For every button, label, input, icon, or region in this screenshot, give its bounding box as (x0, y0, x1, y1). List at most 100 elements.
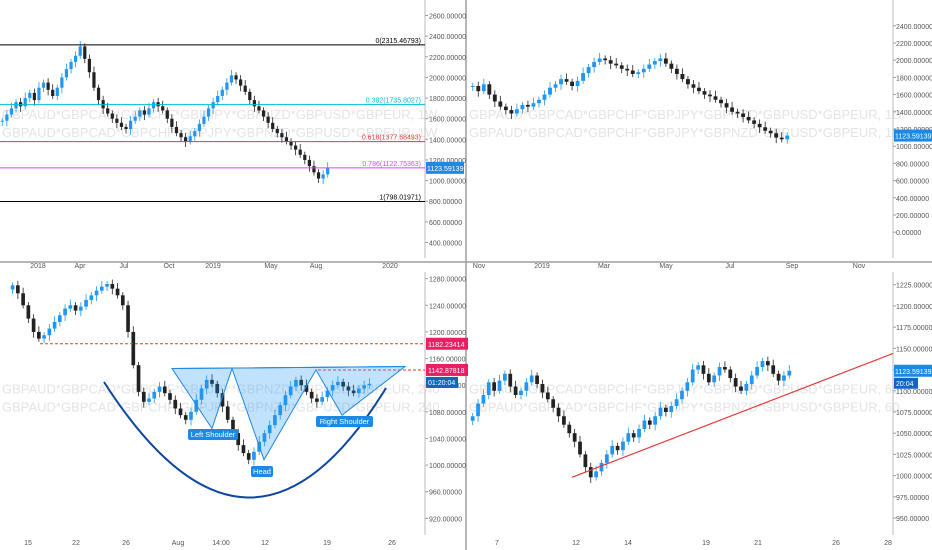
candle-body (41, 82, 46, 88)
x-tick-label: May (264, 263, 278, 270)
candle-body (52, 321, 57, 329)
symbol-watermark: GBPAUD*GBPCAD*GBPCHF*GBPJPY*GBPNZD*GBPUS… (2, 107, 438, 122)
candle-body (771, 365, 776, 374)
candle-body (744, 383, 749, 391)
candle-body (147, 108, 151, 115)
candle-body (304, 385, 309, 392)
candle-body (37, 87, 41, 101)
candle-body (197, 123, 201, 132)
y-tick-label: 2000.00000 (896, 58, 932, 65)
annotation-badge (316, 416, 373, 427)
candle-body (757, 123, 762, 128)
candle-body (23, 98, 27, 107)
candle-body (526, 104, 530, 107)
candle-body (152, 391, 157, 399)
x-tick-label: 26 (122, 540, 130, 547)
candle-body (755, 367, 759, 376)
candle-body (157, 386, 162, 392)
fib-level-label: 0(2315.46793) (375, 38, 421, 45)
candle-body (9, 108, 14, 115)
candle-body (492, 94, 497, 102)
candle-body (278, 405, 283, 416)
candle-body (626, 433, 631, 442)
x-tick-label: 15 (24, 540, 32, 547)
candle-body (625, 68, 630, 71)
fib-level-label: 1(798.01971) (379, 194, 421, 201)
y-tick-label: 2000.00000 (429, 75, 466, 82)
candle-body (183, 415, 188, 420)
panel-top-left: GBPAUD*GBPCAD*GBPCHF*GBPJPY*GBPNZD*GBPUS… (0, 0, 466, 270)
last-price-label: 1123.59139 (427, 166, 464, 173)
x-tick-label: 26 (832, 540, 840, 547)
last-price-bg (426, 161, 464, 174)
candle-body (161, 106, 165, 111)
candle-body (529, 375, 534, 383)
candle-body (540, 383, 545, 393)
candle-body (752, 120, 757, 124)
x-tick-label: 14:00 (212, 540, 230, 547)
y-tick-label: 1000.00000 (429, 179, 466, 186)
candle-body (229, 75, 234, 83)
candle-body (367, 383, 372, 386)
annotation-label: Left Shoulder (191, 430, 236, 439)
candle-body (570, 81, 574, 86)
candle-body (724, 103, 729, 108)
candle-body (84, 299, 88, 307)
candle-body (717, 367, 722, 376)
x-tick-label: 14 (624, 540, 632, 547)
candle-body (578, 441, 582, 455)
candle-body (487, 84, 492, 95)
candle-body (608, 60, 613, 64)
y-tick-label: 1240.00000 (429, 303, 466, 310)
candle-body (96, 87, 101, 101)
candle-body (92, 72, 96, 88)
y-tick-label: 1280.00000 (429, 277, 466, 284)
candle-body (768, 130, 773, 134)
candle-body (262, 433, 267, 442)
candle-body (188, 136, 192, 142)
candle-body (241, 445, 246, 454)
axis-background (425, 0, 467, 550)
candle-body (99, 286, 104, 291)
candle-body (509, 110, 514, 114)
candle-body (248, 91, 252, 101)
y-tick-label: 1040.00000 (429, 436, 466, 443)
candle-body (275, 129, 279, 134)
candle-body (68, 305, 73, 309)
candle-body (680, 73, 685, 80)
x-tick-label: Sep (786, 263, 799, 270)
candle-body (231, 419, 235, 434)
x-tick-label: 2019 (534, 263, 550, 270)
candle-body (760, 361, 765, 368)
candle-body (330, 385, 335, 391)
candle-body (503, 373, 507, 381)
candle-body (326, 167, 330, 175)
candle-body (243, 85, 247, 92)
candle-body (508, 373, 513, 387)
candle-body (89, 295, 94, 300)
candle-body (10, 285, 15, 290)
candle-body (787, 370, 792, 376)
candle-body (51, 89, 55, 96)
candle-body (78, 46, 82, 56)
candle-body (362, 385, 366, 389)
candle-body (170, 118, 174, 127)
last-price-bg (894, 364, 932, 377)
candle-body (211, 102, 215, 109)
x-tick-label: 19 (702, 540, 710, 547)
candle-body (723, 367, 727, 370)
candle-body (615, 445, 620, 451)
candle-body (701, 365, 706, 374)
y-tick-label: 400.00000 (429, 241, 462, 248)
candle-body (503, 106, 508, 111)
candle-body (702, 91, 707, 95)
panel-bottom-left: GBPAUD*GBPCAD*GBPCHF*GBPJPY*GBPNZD*GBPUS… (2, 272, 468, 547)
x-tick-label: Nov (853, 263, 866, 270)
candle-body (610, 445, 615, 455)
candle-body (524, 382, 529, 391)
y-tick-label: 2600.00000 (429, 13, 466, 20)
y-tick-label: 1160.00000 (429, 357, 466, 364)
candle-body (492, 382, 497, 391)
candle-body (133, 116, 137, 121)
